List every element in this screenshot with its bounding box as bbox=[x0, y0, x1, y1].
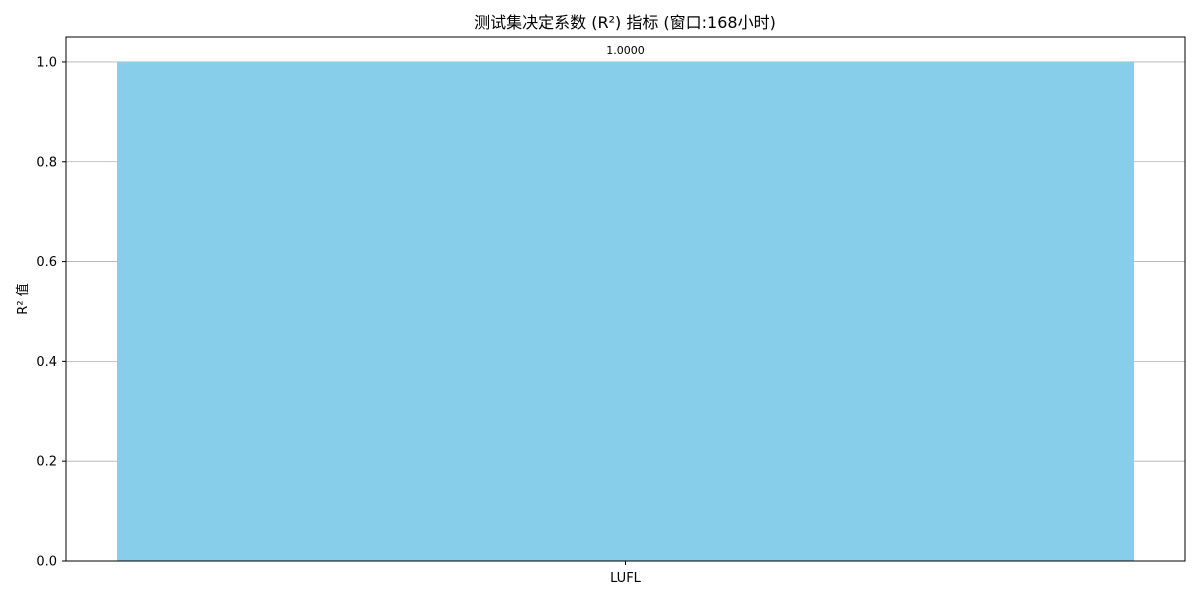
bar-value-label: 1.0000 bbox=[606, 44, 645, 57]
y-tick-label: 0.4 bbox=[36, 355, 57, 370]
chart-title: 测试集决定系数 (R²) 指标 (窗口:168小时) bbox=[474, 13, 776, 32]
y-tick-label: 0.6 bbox=[36, 255, 57, 270]
y-axis-ticks: 0.0 0.2 0.4 0.6 0.8 1.0 bbox=[36, 55, 66, 570]
bars bbox=[117, 61, 1134, 561]
y-tick-label: 0.8 bbox=[36, 155, 57, 170]
y-tick-label: 0.2 bbox=[36, 455, 57, 470]
bar bbox=[117, 61, 1134, 561]
y-tick-label: 1.0 bbox=[36, 55, 57, 70]
x-tick-label: LUFL bbox=[610, 571, 642, 586]
x-axis-ticks: LUFL bbox=[610, 561, 642, 586]
y-tick-label: 0.0 bbox=[36, 555, 57, 570]
data-labels: 1.0000 bbox=[606, 44, 645, 57]
y-axis-label: R² 值 bbox=[15, 283, 31, 314]
